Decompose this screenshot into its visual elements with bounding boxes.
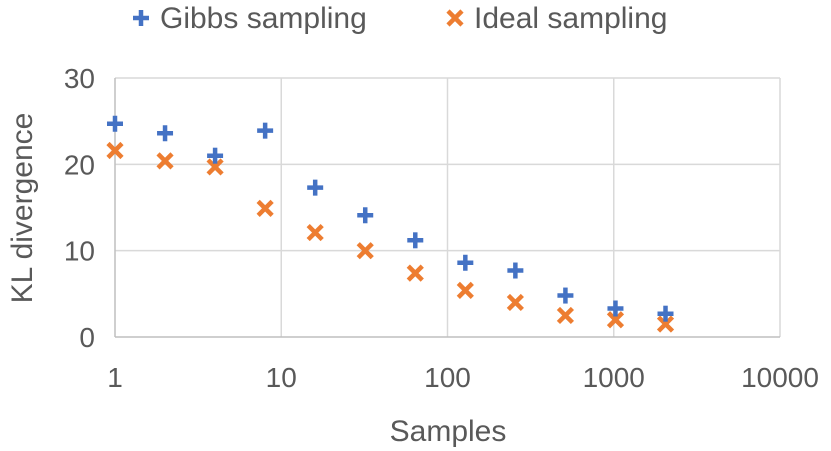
y-axis-title: KL divergence (6, 113, 39, 304)
gibbs-point (657, 305, 674, 322)
y-tick-label: 0 (79, 322, 95, 353)
y-tick-label: 20 (64, 149, 95, 180)
gibbs-point (607, 300, 624, 317)
ideal-point (556, 306, 575, 325)
gibbs-point (357, 207, 374, 224)
legend-item: Ideal sampling (446, 2, 667, 35)
x-tick-labels: 1 10 100 1000 10000 (107, 362, 819, 393)
gibbs-point (407, 232, 424, 249)
gibbs-point (157, 125, 174, 142)
data-points (106, 115, 675, 333)
x-tick-label: 10000 (741, 362, 819, 393)
legend: Gibbs sampling Ideal sampling (133, 2, 667, 35)
legend-label: Ideal sampling (474, 2, 667, 35)
grid (115, 77, 781, 337)
ideal-point (156, 152, 174, 170)
ideal-point (106, 141, 124, 160)
ideal-point (206, 158, 224, 176)
x-tick-label: 10 (266, 362, 297, 393)
ideal-point (406, 264, 424, 282)
legend-item: Gibbs sampling (133, 2, 367, 35)
ideal-point (356, 242, 374, 260)
gibbs-point (457, 254, 474, 271)
y-tick-label: 30 (64, 63, 95, 94)
gibbs-point (107, 115, 123, 132)
ideal-point (456, 281, 474, 299)
gibbs-point (557, 287, 574, 304)
x-tick-label: 100 (424, 362, 471, 393)
y-tick-labels: 0 10 20 30 (64, 63, 95, 353)
cross-marker-icon (446, 9, 464, 27)
plus-marker-icon (133, 10, 149, 26)
ideal-point (606, 311, 625, 329)
gibbs-point (257, 122, 274, 139)
x-tick-label: 1 (107, 362, 123, 393)
ideal-point (256, 199, 274, 217)
gibbs-point (307, 179, 324, 196)
y-tick-label: 10 (64, 236, 95, 267)
x-axis-title: Samples (390, 415, 507, 448)
ideal-point (506, 293, 524, 312)
ideal-point (656, 315, 675, 333)
gibbs-point (507, 262, 524, 279)
ideal-point (306, 223, 324, 242)
gibbs-point (207, 147, 224, 164)
x-tick-label: 1000 (583, 362, 645, 393)
legend-label: Gibbs sampling (160, 2, 367, 35)
